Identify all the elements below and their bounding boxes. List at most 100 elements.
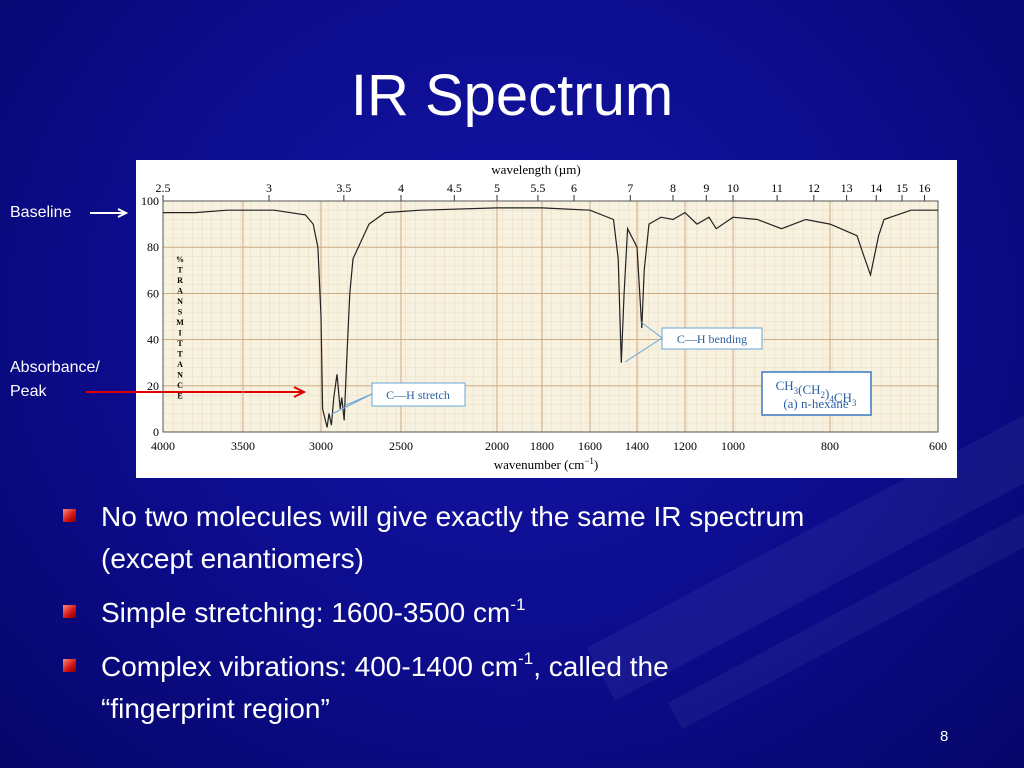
x2-tick-label: 5.5: [530, 181, 545, 195]
x-axis-label-sup: −1: [584, 456, 594, 466]
y-axis-label-char: T: [177, 350, 183, 359]
x2-axis-label: wavelength (µm): [491, 162, 580, 177]
y-axis-label-char: C: [177, 381, 183, 390]
spectrum-line: [163, 207, 938, 428]
compound-box: [761, 371, 872, 416]
y-tick-label: 40: [147, 333, 159, 347]
callout-absorbance: Absorbance/: [10, 359, 100, 376]
x2-tick-label: 4: [398, 181, 404, 195]
x-tick-label: 3000: [309, 439, 333, 453]
y-axis-label-char: N: [177, 371, 183, 380]
bending-label: C—H bending: [677, 332, 747, 346]
bullet-line: (except enantiomers): [101, 538, 982, 580]
compound-name: (a) n-hexane: [783, 396, 849, 411]
x-tick-label: 2000: [485, 439, 509, 453]
plot-frame: [162, 200, 939, 433]
y-axis-label-char: A: [177, 360, 183, 369]
callout-peak: Peak: [10, 383, 47, 400]
formula-part: 3: [794, 386, 799, 396]
y-tick-label: 60: [147, 286, 159, 300]
formula-part: CH: [776, 378, 794, 393]
x-axis-label-after: ): [594, 457, 598, 472]
x2-tick-label: 6: [571, 181, 577, 195]
callout-baseline: Baseline: [10, 204, 72, 221]
x2-tick-label: 11: [771, 181, 783, 195]
bullet-text: No two molecules will give exactly the s…: [101, 501, 805, 532]
bullet: Complex vibrations: 400-1400 cm-1, calle…: [62, 646, 982, 730]
stretch-leader: [331, 393, 373, 415]
bullet-line: Simple stretching: 1600-3500 cm-1: [101, 592, 982, 634]
bullet-text: “fingerprint region”: [101, 693, 330, 724]
y-axis-label-char: T: [177, 266, 183, 275]
x-tick-label: 1400: [625, 439, 649, 453]
bullet-superscript: -1: [518, 649, 534, 668]
x2-tick-label: 4.5: [447, 181, 462, 195]
bullet: No two molecules will give exactly the s…: [62, 496, 982, 580]
x-tick-label: 1600: [578, 439, 602, 453]
bullet-icon: [63, 605, 76, 618]
x-axis-label: wavenumber (cm−1): [494, 456, 599, 472]
x2-tick-label: 16: [919, 181, 931, 195]
y-axis-label-char: %: [176, 255, 184, 264]
y-tick-label: 80: [147, 240, 159, 254]
bullet-text: Complex vibrations: 400-1400 cm: [101, 651, 519, 682]
x-tick-label: 800: [821, 439, 839, 453]
x-tick-label: 3500: [231, 439, 255, 453]
y-axis-label-char: [179, 255, 181, 264]
formula-part: 4: [829, 394, 834, 404]
x-tick-label: 1000: [721, 439, 745, 453]
baseline-arrow: [90, 208, 129, 218]
x-tick-label: 2500: [389, 439, 413, 453]
x2-tick-label: 12: [808, 181, 820, 195]
bullet-superscript: -1: [510, 595, 526, 614]
bullet-text: Simple stretching: 1600-3500 cm: [101, 597, 511, 628]
y-tick-label: 20: [147, 379, 159, 393]
x-tick-label: 600: [929, 439, 947, 453]
formula-part: ): [825, 386, 829, 401]
formula-part: (CH: [798, 382, 820, 397]
x-tick-label: 1800: [530, 439, 554, 453]
x-tick-label: 1200: [673, 439, 697, 453]
x2-tick-label: 10: [727, 181, 739, 195]
y-axis-label-char: I: [178, 329, 181, 338]
bullet-icon: [63, 659, 76, 672]
compound-formula: CH3(CH2)4CH3: [776, 378, 857, 408]
x2-tick-label: 8: [670, 181, 676, 195]
x2-tick-label: 13: [841, 181, 853, 195]
bending-leader: [624, 321, 663, 363]
peak-arrow: [86, 386, 307, 398]
y-axis-label-char: N: [177, 297, 183, 306]
formula-part: CH: [834, 390, 852, 405]
bullet-icon: [63, 509, 76, 522]
bullet-line: Complex vibrations: 400-1400 cm-1, calle…: [101, 646, 982, 688]
bullet-text: (except enantiomers): [101, 543, 365, 574]
x-tick-label: 4000: [151, 439, 175, 453]
y-axis-label-char: A: [177, 287, 183, 296]
bullet-line: “fingerprint region”: [101, 688, 982, 730]
x2-tick-label: 3: [266, 181, 272, 195]
x-axis-label-text: wavenumber (cm: [494, 457, 585, 472]
x2-tick-label: 15: [896, 181, 908, 195]
x2-tick-label: 9: [703, 181, 709, 195]
stretch-box: [371, 382, 466, 407]
page-number: 8: [940, 728, 949, 745]
y-tick-label: 100: [141, 194, 159, 208]
y-axis-label-char: E: [177, 392, 182, 401]
y-tick-label: 0: [153, 425, 159, 439]
bullet-text: , called the: [533, 651, 669, 682]
formula-part: 3: [852, 398, 857, 408]
x2-tick-label: 7: [627, 181, 633, 195]
y-axis-label-char: S: [178, 308, 183, 317]
x2-tick-label: 14: [870, 181, 882, 195]
slide-title: IR Spectrum: [350, 63, 674, 128]
y-axis-label-char: T: [177, 339, 183, 348]
bending-box: [661, 327, 763, 350]
y-axis-label-char: R: [177, 276, 183, 285]
stretch-label: C—H stretch: [386, 388, 450, 402]
bullet: Simple stretching: 1600-3500 cm-1: [62, 592, 982, 634]
y-axis-label-char: M: [176, 318, 184, 327]
bullet-list: No two molecules will give exactly the s…: [62, 496, 982, 742]
